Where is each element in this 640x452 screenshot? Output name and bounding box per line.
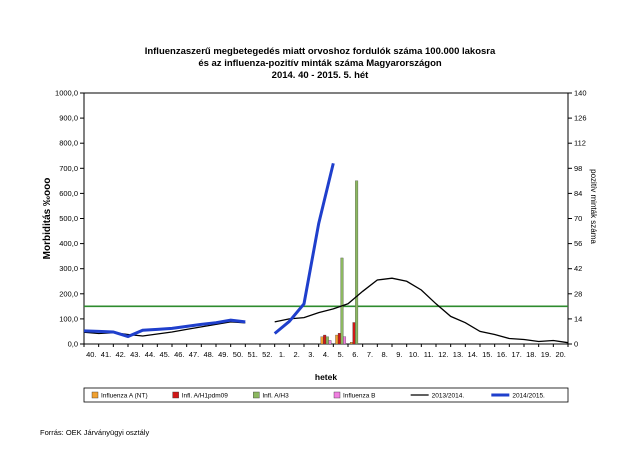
bar-influenza-b-4 <box>328 340 332 345</box>
x-tick-label: 20. <box>555 350 565 359</box>
x-axis-title: hetek <box>315 372 337 382</box>
legend-label: Infl. A/H3 <box>262 393 289 400</box>
x-tick-label: 12. <box>438 350 448 359</box>
y-right-axis-title: pozitív minták száma <box>589 169 598 244</box>
legend-label: 2013/2014. <box>432 393 465 400</box>
y-left-tick-label: 900,0 <box>59 114 78 123</box>
x-tick-label: 2. <box>294 350 300 359</box>
source-note: Forrás: OEK Járványügyi osztály <box>40 428 150 437</box>
x-tick-label: 3. <box>308 350 314 359</box>
x-tick-label: 9. <box>396 350 402 359</box>
y-right-tick-label: 42 <box>574 264 582 273</box>
x-tick-label: 49. <box>218 350 228 359</box>
y-left-tick-label: 0,0 <box>68 340 78 349</box>
x-tick-label: 47. <box>189 350 199 359</box>
x-tick-label: 1. <box>279 350 285 359</box>
y-right-tick-label: 98 <box>574 164 582 173</box>
chart-title: Influenzaszerű megbetegedés miatt orvosh… <box>0 46 640 82</box>
x-tick-label: 14. <box>467 350 477 359</box>
bar-infl-a-h1pdm09-6 <box>352 322 356 345</box>
x-tick-label: 40. <box>86 350 96 359</box>
x-tick-label: 19. <box>541 350 551 359</box>
legend-label: Influenza A (NT) <box>101 393 148 400</box>
x-tick-label: 17. <box>511 350 521 359</box>
x-tick-label: 48. <box>203 350 213 359</box>
bar-infl-a-h1pdm09-5 <box>337 333 341 345</box>
x-tick-label: 15. <box>482 350 492 359</box>
y-left-axis-title: Morbiditás ‰ooo <box>42 178 53 260</box>
legend-label: Influenza B <box>343 393 376 400</box>
y-left-tick-label: 600,0 <box>59 189 78 198</box>
bar-influenza-b-5 <box>343 336 347 345</box>
y-right-tick-label: 112 <box>574 139 586 148</box>
line-2014-2015 <box>83 162 335 339</box>
y-left-tick-label: 400,0 <box>59 239 78 248</box>
x-tick-label: 4. <box>323 350 329 359</box>
bar-influenza-a-nt--6 <box>349 342 353 345</box>
legend-swatch-bar <box>253 391 260 399</box>
line-2013-2014 <box>83 277 569 344</box>
x-tick-label: 8. <box>382 350 388 359</box>
x-tick-label: 13. <box>453 350 463 359</box>
bar-infl-a-h3-6 <box>355 180 359 345</box>
legend-label: Infl. A/H1pdm09 <box>182 393 229 400</box>
bar-infl-a-h1pdm09-4 <box>323 334 327 345</box>
y-right-tick-label: 28 <box>574 289 582 298</box>
y-left-tick-label: 300,0 <box>59 264 78 273</box>
y-right-tick-label: 14 <box>574 314 582 323</box>
x-tick-label: 50. <box>233 350 243 359</box>
x-tick-label: 18. <box>526 350 536 359</box>
y-right-tick-label: 140 <box>574 89 587 98</box>
legend-swatch-bar <box>333 391 341 399</box>
y-right-tick-label: 56 <box>574 239 582 248</box>
x-tick-label: 5. <box>338 350 344 359</box>
x-tick-label: 42. <box>115 350 125 359</box>
x-tick-label: 7. <box>367 350 373 359</box>
x-tick-label: 45. <box>159 350 169 359</box>
x-tick-label: 51. <box>247 350 257 359</box>
bar-infl-a-h3-4 <box>325 336 329 345</box>
legend-label: 2014/2015. <box>512 393 545 400</box>
chart-title-line1: Influenzaszerű megbetegedés miatt orvosh… <box>144 46 496 57</box>
x-tick-label: 44. <box>145 350 155 359</box>
bar-influenza-a-nt--5 <box>335 334 339 345</box>
y-left-tick-label: 500,0 <box>59 214 78 223</box>
y-right-tick-label: 84 <box>574 189 582 198</box>
bar-infl-a-h3-5 <box>340 257 344 345</box>
y-left-tick-label: 100,0 <box>59 314 78 323</box>
x-tick-label: 11. <box>424 350 434 359</box>
legend-swatch-bar <box>172 391 179 399</box>
x-tick-label: 6. <box>352 350 358 359</box>
y-right-tick-label: 126 <box>574 114 587 123</box>
y-left-tick-label: 200,0 <box>59 289 78 298</box>
x-tick-label: 46. <box>174 350 184 359</box>
y-left-tick-label: 800,0 <box>59 139 78 148</box>
x-tick-label: 16. <box>497 350 507 359</box>
y-left-tick-label: 700,0 <box>59 164 78 173</box>
y-right-tick-label: 0 <box>574 340 578 349</box>
x-tick-label: 10. <box>409 350 419 359</box>
legend-box <box>83 387 569 403</box>
bar-influenza-a-nt--4 <box>320 336 324 345</box>
x-tick-label: 43. <box>130 350 140 359</box>
y-left-tick-label: 1000,0 <box>55 89 78 98</box>
y-right-tick-label: 70 <box>574 214 582 223</box>
chart-title-line3: 2014. 40 - 2015. 5. hét <box>271 70 369 81</box>
x-tick-label: 41. <box>101 350 111 359</box>
legend-swatch-bar <box>91 391 99 399</box>
x-tick-label: 52. <box>262 350 272 359</box>
chart-title-line2: és az influenza-pozitív minták száma Mag… <box>198 58 442 69</box>
